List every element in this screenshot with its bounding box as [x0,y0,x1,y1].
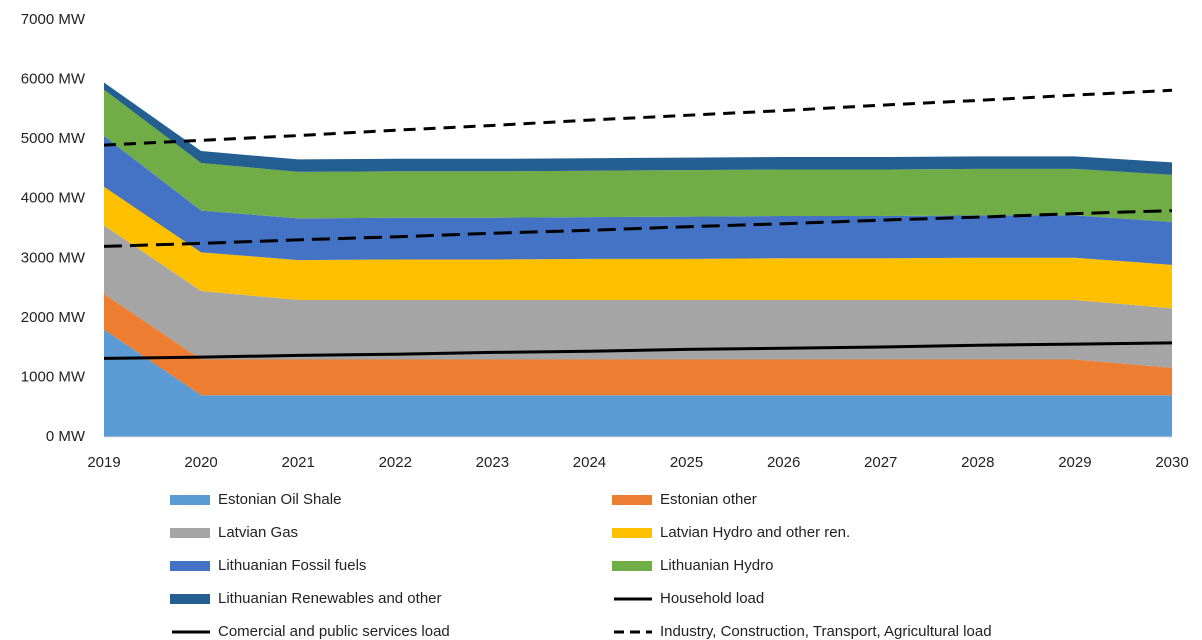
area-segment [104,225,1172,368]
y-tick-label: 0 MW [46,428,86,445]
y-tick-label: 7000 MW [21,11,86,28]
y-tick-label: 2000 MW [21,309,86,326]
load-line [103,88,1173,147]
x-tick-label: 2019 [87,454,120,471]
y-tick-label: 3000 MW [21,249,86,266]
legend-swatch [170,528,210,538]
x-tick-label: 2030 [1155,454,1188,471]
x-tick-label: 2023 [476,454,509,471]
load-line [103,209,1173,248]
y-tick-label: 1000 MW [21,368,86,385]
legend-swatch [612,528,652,538]
load-line [103,341,1173,360]
legend-label: Industry, Construction, Transport, Agric… [660,623,992,640]
legend-swatch [612,495,652,505]
y-tick-label: 6000 MW [21,71,86,88]
legend-swatch [170,594,210,604]
x-tick-label: 2021 [281,454,314,471]
legend-label: Lithuanian Hydro [660,557,773,574]
legend-label: Lithuanian Renewables and other [218,590,442,607]
x-tick-label: 2025 [670,454,703,471]
legend-label: Latvian Gas [218,524,298,541]
legend-label: Household load [660,590,764,607]
area-segment [104,186,1172,309]
x-tick-label: 2029 [1058,454,1091,471]
area-segment [104,329,1172,437]
legend-swatch [170,561,210,571]
y-tick-label: 4000 MW [21,190,86,207]
legend-swatch [170,495,210,505]
legend-label: Lithuanian Fossil fuels [218,557,366,574]
x-tick-label: 2027 [864,454,897,471]
area-segment [104,89,1172,222]
x-tick-label: 2020 [184,454,217,471]
area-segment [104,294,1172,396]
x-tick-label: 2022 [379,454,412,471]
legend-swatch [612,561,652,571]
x-tick-label: 2024 [573,454,606,471]
area-segment [104,136,1172,265]
x-tick-label: 2028 [961,454,994,471]
legend-label: Estonian other [660,491,757,508]
legend-label: Comercial and public services load [218,623,450,640]
legend-label: Estonian Oil Shale [218,491,341,508]
x-tick-label: 2026 [767,454,800,471]
area-segment [104,82,1172,175]
y-tick-label: 5000 MW [21,130,86,147]
legend-label: Latvian Hydro and other ren. [660,524,850,541]
